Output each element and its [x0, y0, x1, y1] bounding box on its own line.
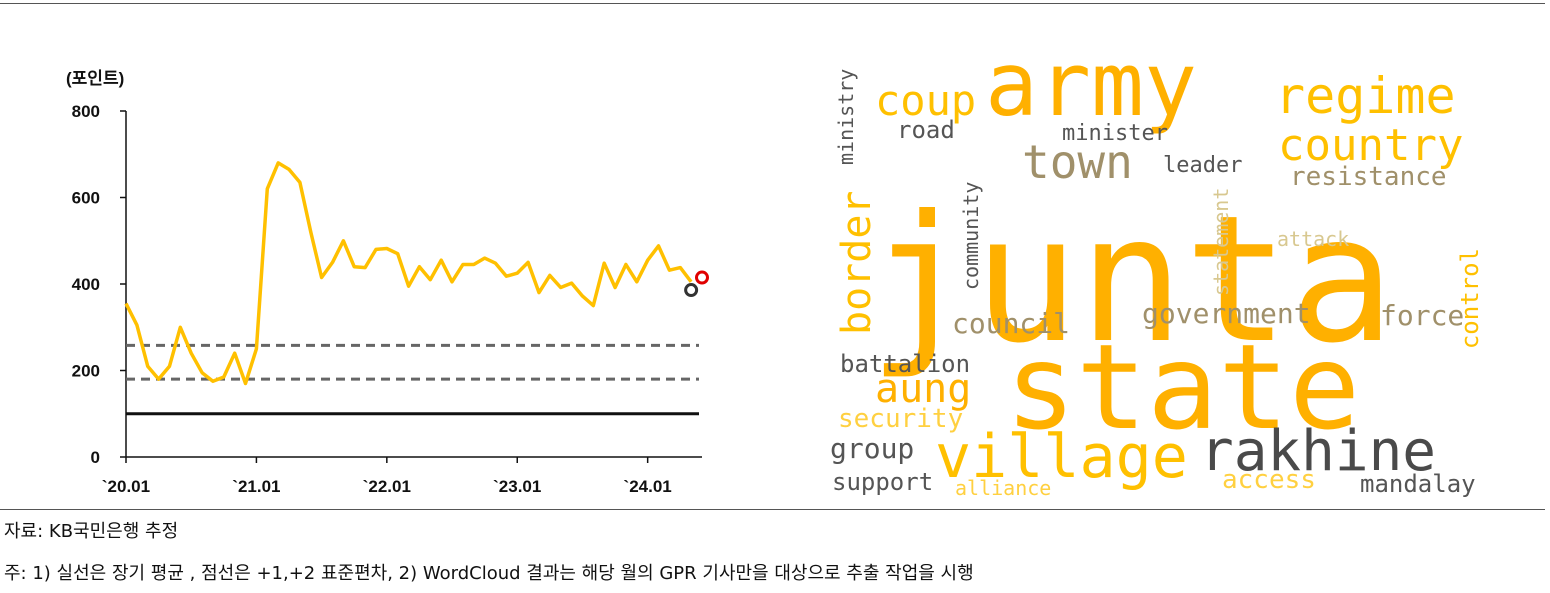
cloud-word-village: village [935, 422, 1188, 492]
cloud-word-leader: leader [1163, 153, 1242, 178]
footnote: 주: 1) 실선은 장기 평균 , 점선은 +1,+2 표준편차, 2) Wor… [4, 563, 974, 584]
cloud-word-ministry: ministry [834, 69, 858, 165]
cloud-word-aung: aung [875, 366, 971, 412]
cloud-word-minister: minister [1062, 121, 1168, 146]
cloud-word-border: border [834, 191, 880, 336]
x-tick-label: `23.01 [493, 477, 541, 496]
highlight-marker [684, 283, 699, 298]
cloud-word-control: control [1456, 248, 1484, 349]
cloud-word-country: country [1278, 120, 1463, 171]
cloud-word-alliance: alliance [955, 476, 1051, 500]
cloud-word-attack: attack [1277, 227, 1349, 251]
gpr-index-line [124, 161, 693, 386]
cloud-word-coup: coup [875, 76, 976, 125]
y-tick-label: 800 [72, 102, 100, 121]
y-tick-label: 600 [72, 189, 100, 208]
x-tick-label: `24.01 [624, 477, 672, 496]
y-tick-label: 200 [72, 362, 100, 381]
cloud-word-council: council [952, 307, 1070, 340]
unit-label: (포인트) [66, 69, 124, 88]
cloud-word-security: security [838, 404, 963, 434]
cloud-word-government: government [1142, 297, 1311, 330]
cloud-word-junta: junta [868, 179, 1395, 382]
highlight-marker [695, 270, 709, 285]
cloud-word-road: road [897, 116, 955, 144]
cloud-word-statement: statement [1209, 188, 1233, 296]
cloud-word-access: access [1222, 465, 1316, 495]
cloud-word-battalion: battalion [840, 350, 970, 378]
y-tick-label: 0 [91, 448, 100, 467]
bottom-rule [0, 509, 1545, 510]
gpr-line-chart: (포인트) 0 200 400 600 800 `20.01 `21.01 `22.01 `23.… [66, 69, 709, 496]
cloud-word-state: state [1005, 318, 1360, 456]
cloud-word-group: group [830, 432, 914, 465]
cloud-word-community: community [959, 182, 983, 290]
cloud-word-rakhine: rakhine [1200, 419, 1436, 484]
x-tick-label: `22.01 [363, 477, 411, 496]
source-note: 자료: KB국민은행 추정 [4, 521, 179, 542]
cloud-word-resistance: resistance [1290, 162, 1447, 192]
cloud-word-support: support [832, 468, 933, 496]
cloud-word-mandalay: mandalay [1360, 470, 1476, 498]
y-tick-label: 400 [72, 275, 100, 294]
top-rule [0, 3, 1545, 4]
cloud-word-town: town [1022, 135, 1133, 189]
cloud-word-army: army [985, 33, 1197, 136]
cloud-word-force: force [1380, 299, 1464, 332]
cloud-word-regime: regime [1275, 67, 1456, 125]
x-tick-label: `20.01 [102, 477, 150, 496]
x-tick-label: `21.01 [232, 477, 280, 496]
